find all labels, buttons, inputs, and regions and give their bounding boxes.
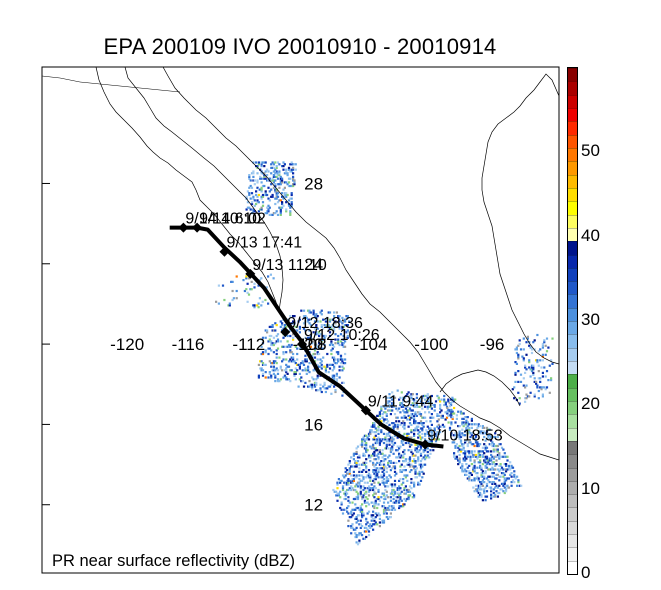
colorbar-swatch	[568, 361, 577, 375]
colorbar-swatch	[568, 174, 577, 188]
colorbar-swatch	[568, 161, 577, 175]
colorbar	[567, 67, 578, 575]
colorbar-tick-label: 10	[581, 478, 600, 498]
colorbar-swatch	[568, 121, 577, 135]
lat-label: 12	[304, 496, 323, 515]
swath-east	[511, 333, 554, 405]
colorbar-swatch	[568, 467, 577, 481]
colorbar-swatch	[568, 134, 577, 148]
colorbar-swatch	[568, 307, 577, 322]
track-point-label: 9/12 18:36	[287, 315, 363, 332]
lon-label: -120	[110, 335, 144, 354]
colorbar-swatch	[568, 281, 577, 295]
colorbar-swatch	[568, 321, 577, 335]
isthmus-coast	[439, 369, 521, 407]
colorbar-tick-label: 30	[581, 310, 600, 329]
track-point-label: 9/14 6:02	[199, 211, 266, 228]
colorbar-swatch	[568, 494, 577, 508]
track-point-label: 9/13 11:10	[252, 257, 327, 274]
swath-south-a	[332, 389, 457, 546]
colorbar-tick-label: 0	[581, 563, 591, 582]
track-point-marker	[192, 222, 203, 233]
track-point-marker	[178, 222, 189, 233]
track-point-marker	[297, 339, 308, 350]
colorbar-swatch	[568, 227, 577, 242]
baja-west-coast	[95, 67, 280, 313]
storm-track	[169, 225, 444, 449]
track-point-label: 9/12 10:26	[304, 327, 380, 344]
colorbar-swatch	[568, 214, 577, 228]
colorbar-swatch	[568, 414, 577, 428]
track-line	[169, 225, 444, 449]
track-point-label: 9/13 17:41	[226, 235, 302, 252]
lat-label: 28	[304, 174, 323, 193]
colorbar-swatch	[568, 94, 577, 109]
colorbar-tick-label: 50	[581, 141, 600, 161]
track-point-label: 9/11 9:44	[368, 393, 434, 410]
swath-south-b	[444, 401, 523, 502]
border-line	[42, 75, 181, 93]
colorbar-swatch	[568, 81, 577, 95]
colorbar-tick-label: 40	[581, 225, 600, 245]
mainland-pacific-coast	[162, 67, 559, 461]
swath-central	[257, 309, 351, 397]
lat-label: 24	[304, 255, 323, 274]
colorbar-caption: PR near surface reflectivity (dBZ)	[52, 552, 295, 570]
track-point-marker	[245, 268, 256, 279]
colorbar-swatch	[568, 480, 577, 495]
colorbar-swatch	[568, 267, 577, 282]
lon-label: -100	[414, 335, 448, 354]
colorbar-swatch	[568, 108, 577, 122]
colorbar-swatch	[568, 347, 577, 361]
colorbar-swatch	[568, 201, 577, 215]
lat-label: 16	[304, 415, 323, 434]
swath-sparse-nw	[215, 273, 275, 309]
track-points: 9/14 10:109/14 6:02 9/13 17:41 9/13 11:10 9…	[178, 211, 503, 450]
colorbar-swatch	[568, 387, 577, 401]
colorbar-swatch	[568, 560, 577, 574]
colorbar-swatch	[568, 374, 577, 388]
track-point-marker	[280, 327, 291, 338]
colorbar-swatch	[568, 68, 577, 82]
coastlines	[42, 67, 559, 461]
track-point-marker	[219, 246, 230, 257]
colorbar-swatch	[568, 148, 577, 162]
chart-title: EPA 200109 IVO 20010910 - 20010914	[103, 34, 497, 59]
track-point-label: 9/14 10:10	[185, 211, 261, 228]
colorbar-swatch	[568, 534, 577, 548]
colorbar-swatch	[568, 254, 577, 268]
lon-label: -116	[172, 335, 205, 354]
swath-north	[245, 161, 297, 216]
lon-label: -112	[232, 335, 265, 354]
colorbar-swatch	[568, 454, 577, 468]
colorbar-swatch	[568, 507, 577, 521]
colorbar-swatch	[568, 440, 577, 455]
colorbar-swatch	[568, 294, 577, 308]
colorbar-swatch	[568, 400, 577, 415]
colorbar-swatch	[568, 187, 577, 202]
colorbar-swatch	[568, 547, 577, 561]
colorbar-swatch	[568, 427, 577, 441]
track-point-label: 9/10 18:53	[427, 427, 503, 444]
lat-label: 20	[304, 335, 323, 354]
colorbar-swatch	[568, 520, 577, 535]
track-point-marker	[420, 439, 431, 450]
lon-label: -96	[480, 335, 505, 354]
gulf-of-mexico-coast	[481, 73, 559, 365]
lon-label: -104	[353, 335, 387, 354]
plot-frame	[41, 66, 560, 574]
colorbar-tick-label: 20	[581, 394, 600, 414]
colorbar-swatch	[568, 241, 577, 255]
colorbar-swatch	[568, 334, 577, 348]
baja-gulf-coast	[124, 67, 284, 313]
reflectivity-swaths	[215, 161, 554, 546]
track-point-marker	[360, 405, 371, 416]
